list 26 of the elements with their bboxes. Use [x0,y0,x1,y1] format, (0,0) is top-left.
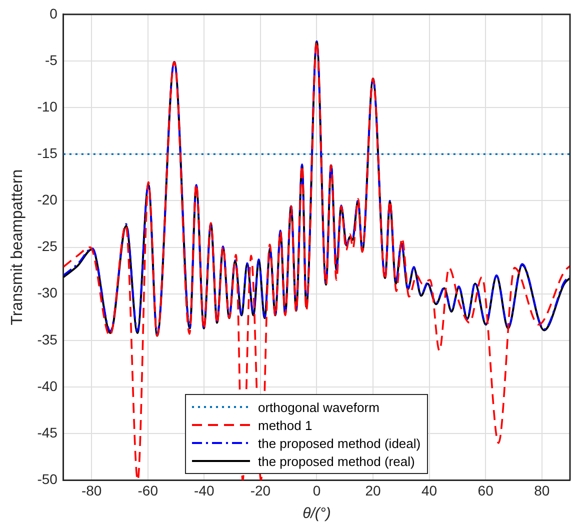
x-tick-label: -20 [250,482,271,498]
y-tick-label: -15 [37,145,58,161]
x-tick-label: -80 [81,482,102,498]
legend-label: the proposed method (real) [258,454,415,469]
x-tick-label: 60 [478,482,494,498]
x-tick-label: -60 [138,482,158,498]
y-tick-label: -50 [37,471,58,488]
y-tick-label: -10 [37,98,58,114]
x-axis-title: θ/(°) [302,505,331,522]
x-tick-label: 80 [534,482,550,498]
legend-label: method 1 [258,418,312,433]
y-axis-title: Transmit beampattern [9,169,26,326]
x-tick-label: -40 [194,482,214,498]
y-tick-label: -30 [37,284,58,301]
x-tick-label: 40 [422,482,438,498]
y-tick-label: -45 [37,424,58,440]
legend-label: the proposed method (ideal) [258,436,421,451]
y-tick-label: -20 [37,192,58,208]
x-tick-label: 20 [365,482,381,498]
y-tick-label: -40 [37,378,58,394]
y-tick-label: -5 [44,52,58,68]
y-tick-label: 0 [50,5,58,22]
legend-label: orthogonal waveform [258,400,380,415]
x-tick-label: 0 [312,482,321,498]
y-tick-label: -35 [37,331,58,348]
y-tick-label: -25 [37,238,58,254]
